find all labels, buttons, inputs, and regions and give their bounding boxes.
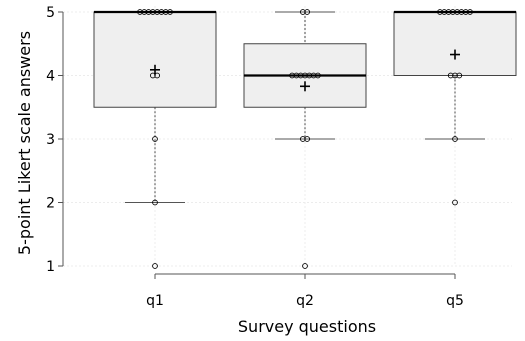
box-group-q2	[243, 9, 367, 269]
data-point	[306, 72, 313, 79]
axis-layer: 1 2 3 4 5 q1 q2 q5	[46, 5, 464, 309]
data-point	[445, 9, 452, 15]
data-point	[310, 72, 317, 79]
data-point	[150, 9, 156, 15]
data-point	[300, 136, 306, 142]
box-group-q1	[93, 9, 217, 269]
data-point	[154, 9, 161, 15]
data-point	[456, 72, 463, 79]
data-point	[152, 263, 158, 269]
mean-marker	[150, 64, 160, 75]
data-point	[302, 72, 308, 79]
x-tick-label: q5	[446, 293, 464, 309]
data-point	[452, 199, 458, 206]
data-point	[454, 9, 461, 15]
data-point	[137, 9, 143, 15]
iqr-box	[93, 11, 217, 108]
data-point	[162, 9, 169, 15]
box-layer	[93, 9, 517, 269]
data-point	[452, 136, 458, 142]
data-point	[167, 9, 173, 15]
data-point	[315, 72, 321, 79]
data-point	[141, 9, 148, 15]
x-tick-label: q1	[146, 293, 164, 309]
data-point	[145, 9, 152, 15]
x-axis-title: Survey questions	[238, 317, 376, 336]
y-tick-label: 1	[46, 259, 55, 275]
data-point	[458, 9, 465, 15]
y-tick-label: 2	[46, 196, 55, 212]
data-point	[297, 72, 304, 79]
data-point	[437, 9, 443, 15]
data-point	[450, 9, 456, 15]
data-point	[304, 9, 311, 15]
data-point	[289, 72, 295, 79]
data-point	[293, 72, 300, 79]
mean-marker	[300, 81, 310, 92]
y-tick-label: 5	[46, 5, 55, 21]
data-point	[150, 72, 156, 79]
data-point	[304, 136, 311, 142]
y-tick-label: 4	[46, 69, 55, 85]
data-point	[462, 9, 469, 15]
y-tick-label: 3	[46, 132, 55, 148]
data-point	[154, 72, 161, 79]
data-point	[152, 199, 158, 206]
data-point	[158, 9, 165, 15]
iqr-box	[393, 11, 517, 76]
mean-marker	[450, 49, 460, 60]
data-point	[467, 9, 473, 15]
data-point	[441, 9, 448, 15]
box-group-q5	[393, 9, 517, 206]
x-tick-label: q2	[296, 293, 314, 309]
data-point	[447, 72, 454, 79]
data-point	[300, 9, 306, 15]
y-axis-title: 5-point Likert scale answers	[15, 31, 34, 255]
data-point	[152, 136, 158, 142]
data-point	[302, 263, 308, 269]
data-point	[452, 72, 458, 79]
